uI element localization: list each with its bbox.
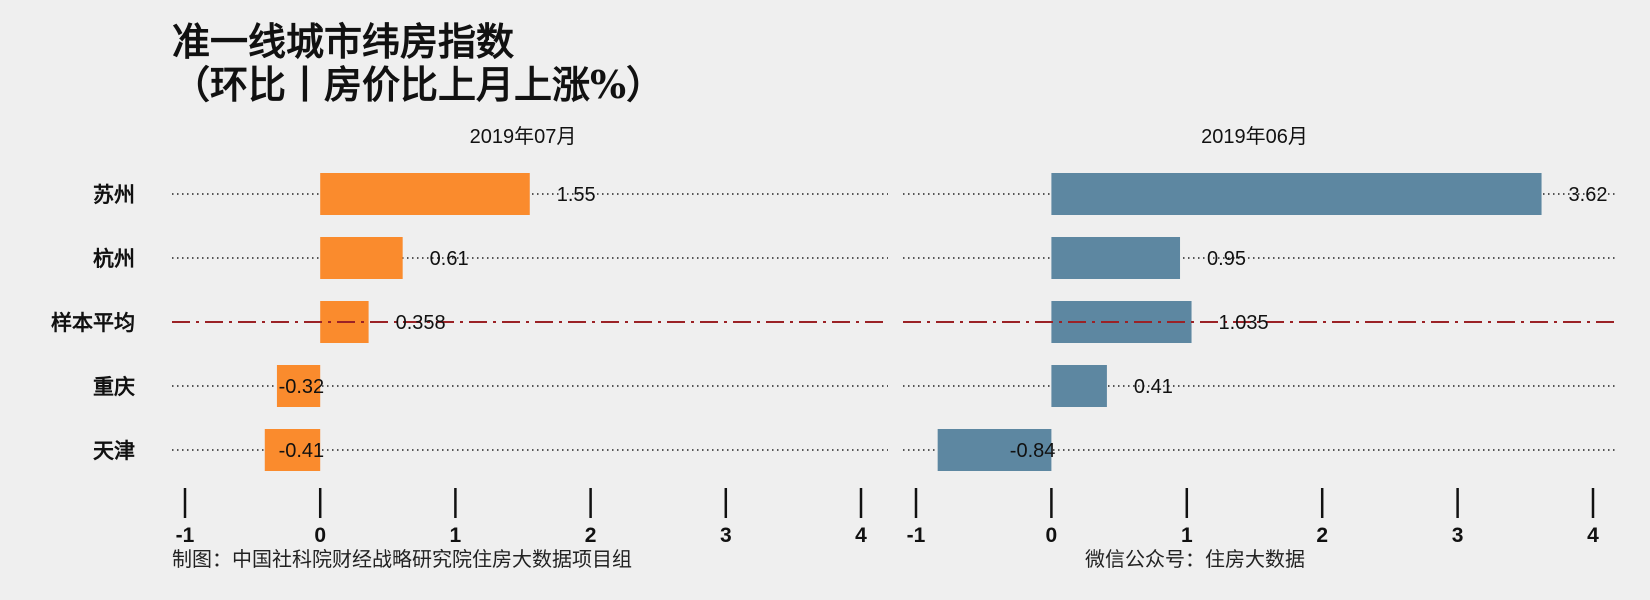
footer-credit-right: 微信公众号：住房大数据 <box>1085 547 1305 571</box>
panel-2-title: 2019年06月 <box>1201 125 1308 148</box>
panel-1-bar <box>320 237 403 279</box>
panel-1-tick-label: -1 <box>176 524 195 547</box>
panel-2-value-label: 3.62 <box>1569 184 1608 206</box>
panel-1-value-label: 0.61 <box>430 248 469 270</box>
panel-1-tick-label: 3 <box>720 524 732 547</box>
panel-1-value-label: 1.55 <box>557 184 596 206</box>
panel-2-bar <box>1051 173 1542 215</box>
panel-2-value-label: 0.95 <box>1207 248 1246 270</box>
category-label: 杭州 <box>93 246 135 271</box>
panel-1-tick-label: 0 <box>314 524 326 547</box>
panel-2-value-label: -0.84 <box>1010 440 1056 462</box>
panel-1-value-label: -0.41 <box>279 440 325 462</box>
panel-2-tick-label: 1 <box>1181 524 1193 547</box>
panel-2-tick-label: 3 <box>1452 524 1464 547</box>
panel-1-tick-label: 1 <box>450 524 462 547</box>
footer-credit-left: 制图：中国社科院财经战略研究院住房大数据项目组 <box>172 547 632 571</box>
panel-1-tick-label: 2 <box>585 524 597 547</box>
panel-1-bar <box>320 173 530 215</box>
chart-title-line1: 准一线城市纬房指数 <box>172 19 514 64</box>
panel-2-tick-label: -1 <box>907 524 926 547</box>
panel-2-bar <box>1051 237 1181 279</box>
category-label: 苏州 <box>93 182 135 207</box>
category-label: 重庆 <box>93 374 135 399</box>
panel-1-bar <box>276 365 321 407</box>
panel-1-value-label: -0.32 <box>279 376 325 398</box>
category-label: 样本平均 <box>51 310 135 335</box>
panel-1-value-label: 0.358 <box>396 312 446 334</box>
panel-1-title: 2019年07月 <box>470 125 577 148</box>
panel-2-value-label: 1.035 <box>1219 312 1269 334</box>
panel-1-bar <box>264 429 321 471</box>
chart-title-line2: （环比丨房价比上月上涨%） <box>172 62 664 107</box>
category-label: 天津 <box>93 438 135 463</box>
panel-2-tick-label: 0 <box>1046 524 1058 547</box>
panel-2-tick-label: 4 <box>1587 524 1599 547</box>
panel-2-value-label: 0.41 <box>1134 376 1173 398</box>
panel-2-tick-label: 2 <box>1316 524 1328 547</box>
panel-2-bar <box>1051 365 1107 407</box>
panel-1-tick-label: 4 <box>855 524 867 547</box>
panel-2-bar <box>937 429 1052 471</box>
